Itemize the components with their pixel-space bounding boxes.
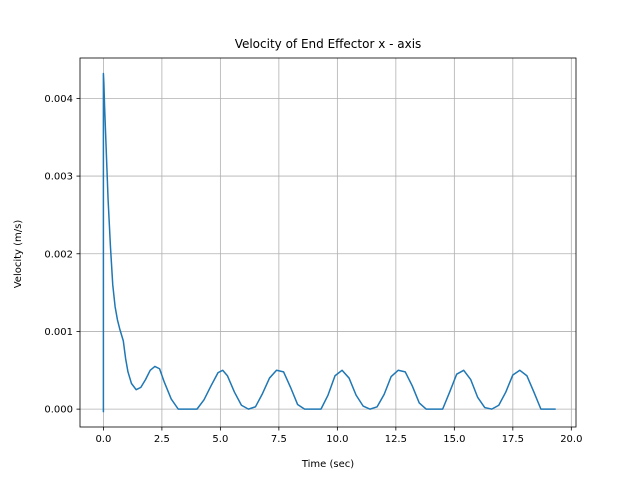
- x-tick-label: 0.0: [95, 434, 111, 445]
- series-layer: [102, 72, 556, 413]
- y-tick-label: 0.001: [44, 327, 73, 338]
- x-tick-label: 5.0: [212, 434, 228, 445]
- y-tick-label: 0.002: [44, 249, 73, 260]
- x-tick-label: 2.5: [154, 434, 170, 445]
- x-tick-label: 17.5: [502, 434, 524, 445]
- x-tick-label: 15.0: [443, 434, 465, 445]
- y-tick-label: 0.003: [44, 172, 73, 183]
- velocity-series-line: [102, 72, 556, 413]
- x-tick-label: 12.5: [385, 434, 407, 445]
- y-axis-ticks: 0.000 0.001 0.002 0.003 0.004: [44, 94, 80, 416]
- y-tick-label: 0.004: [44, 94, 73, 105]
- y-axis-label: Velocity (m/s): [13, 220, 24, 289]
- axes-frame: [79, 57, 577, 428]
- grid: [80, 58, 576, 427]
- x-axis-label: Time (sec): [301, 459, 354, 470]
- chart-title: Velocity of End Effector x - axis: [235, 37, 422, 51]
- y-tick-label: 0.000: [44, 405, 73, 416]
- x-axis-ticks: 0.0 2.5 5.0 7.5 10.0 12.5 15.0 17.5 20.0: [95, 427, 582, 445]
- x-tick-label: 20.0: [560, 434, 582, 445]
- x-tick-label: 7.5: [271, 434, 287, 445]
- x-tick-label: 10.0: [326, 434, 348, 445]
